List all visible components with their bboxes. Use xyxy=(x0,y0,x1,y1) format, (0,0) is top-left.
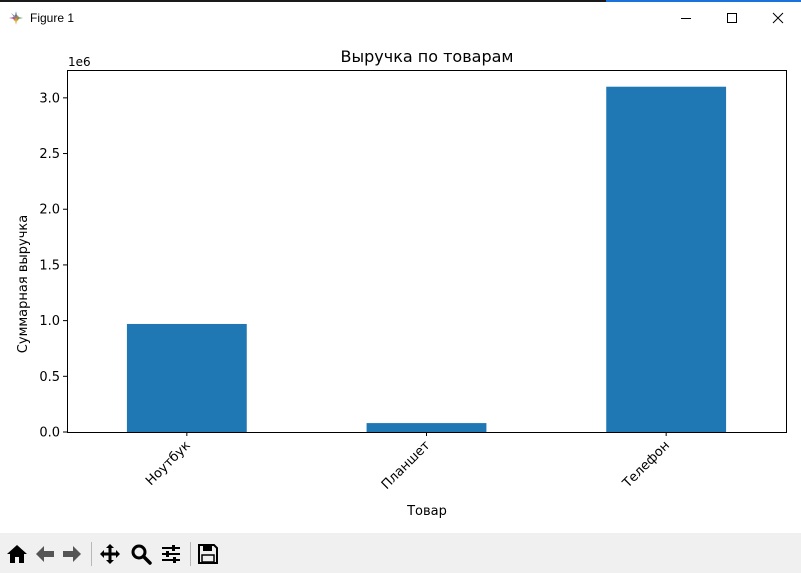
toolbar-separator xyxy=(91,542,92,566)
close-button[interactable] xyxy=(755,2,801,33)
save-icon xyxy=(198,544,218,564)
title-bar[interactable]: Figure 1 xyxy=(0,2,801,33)
y-tick-label: 1.5 xyxy=(39,258,60,273)
back-button[interactable] xyxy=(32,541,58,567)
zoom-button[interactable] xyxy=(128,541,154,567)
pan-icon xyxy=(100,544,120,564)
save-button[interactable] xyxy=(195,541,221,567)
y-tick-label: 0.0 xyxy=(39,426,60,441)
toolbar-separator xyxy=(190,542,191,566)
window-title: Figure 1 xyxy=(30,11,75,25)
close-icon xyxy=(772,12,784,23)
y-tick-label: 1.0 xyxy=(39,314,60,329)
bar-1 xyxy=(126,323,247,432)
x-tick-label: Ноутбук xyxy=(143,438,194,489)
bar-2 xyxy=(366,423,487,432)
y-tick-label: 2.0 xyxy=(39,203,60,218)
zoom-icon xyxy=(131,544,152,565)
x-tick-label: Телефон xyxy=(619,438,673,492)
axes-frame xyxy=(67,70,787,433)
y-tick-label: 0.5 xyxy=(39,370,60,385)
configure-subplots-button[interactable] xyxy=(158,541,184,567)
x-axis-label: Товар xyxy=(406,504,447,519)
x-tick-label: Планшет xyxy=(379,438,434,493)
back-icon xyxy=(36,546,54,562)
chart-title: Выручка по товарам xyxy=(341,47,514,66)
window-top-accent xyxy=(606,0,801,2)
pan-button[interactable] xyxy=(97,541,123,567)
home-icon xyxy=(7,545,27,563)
configure-subplots-icon xyxy=(162,545,180,563)
y-offset-label: 1e6 xyxy=(68,55,91,69)
minimize-icon xyxy=(681,17,691,19)
navigation-toolbar xyxy=(0,533,801,573)
maximize-button[interactable] xyxy=(709,2,755,33)
figure-canvas[interactable]: Выручка по товарам 1e6 Товар Суммарная в… xyxy=(0,33,801,533)
home-button[interactable] xyxy=(4,541,30,567)
y-tick-label: 2.5 xyxy=(39,147,60,162)
window-top-border xyxy=(0,0,801,2)
y-axis-label: Суммарная выручка xyxy=(16,215,31,353)
forward-icon xyxy=(63,546,81,562)
y-tick-label: 3.0 xyxy=(39,91,60,106)
forward-button[interactable] xyxy=(59,541,85,567)
bar-3 xyxy=(606,86,727,432)
minimize-button[interactable] xyxy=(663,2,709,33)
maximize-icon xyxy=(727,12,737,23)
matplotlib-icon xyxy=(8,10,24,26)
bar-chart: Выручка по товарам 1e6 Товар Суммарная в… xyxy=(16,47,787,519)
